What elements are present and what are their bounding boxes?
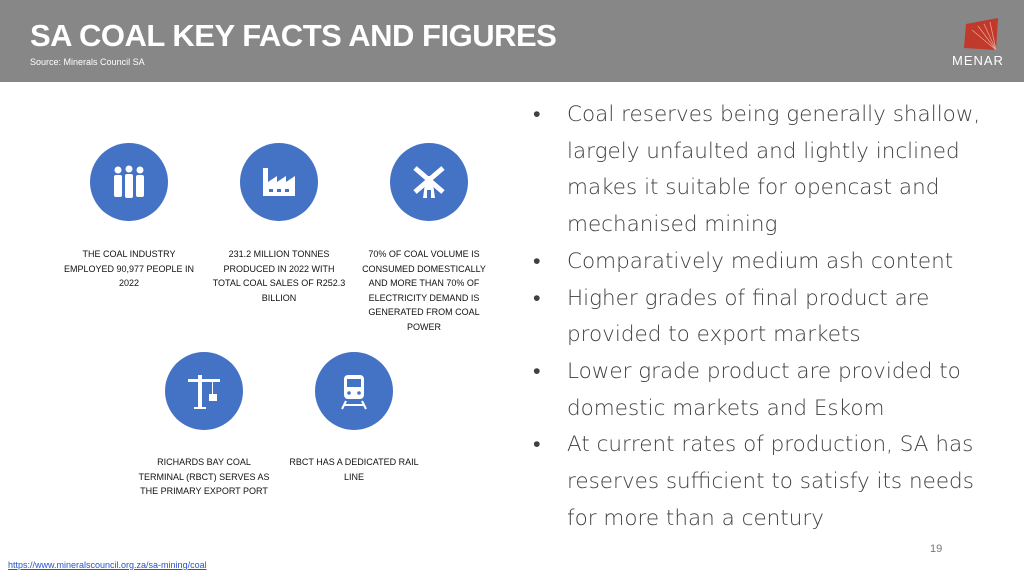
windmill-icon	[390, 143, 468, 221]
source-line: Source: Minerals Council SA	[30, 57, 145, 67]
logo-text: MENAR	[952, 53, 1004, 68]
page-number: 19	[930, 543, 943, 555]
menar-logo-icon	[964, 18, 998, 51]
crane-icon	[165, 352, 243, 430]
header-bar: SA COAL KEY FACTS AND FIGURES Source: Mi…	[0, 0, 1024, 82]
people-icon	[90, 143, 168, 221]
source-label: Source:	[30, 57, 62, 67]
bullet-list: Coal reserves being generally shallow, l…	[533, 97, 1003, 537]
page-title: SA COAL KEY FACTS AND FIGURES	[30, 18, 557, 53]
factory-icon	[240, 143, 318, 221]
source-value: Minerals Council SA	[63, 57, 145, 67]
source-link[interactable]: https://www.mineralscouncil.org.za/sa-mi…	[8, 560, 207, 570]
fact-rail: RBCT HAS A DEDICATED RAIL LINE	[289, 457, 419, 482]
fact-rbct: RICHARDS BAY COAL TERMINAL (RBCT) SERVES…	[138, 457, 270, 496]
fact-production: 231.2 MILLION TONNES PRODUCED IN 2022 WI…	[212, 249, 346, 303]
fact-employment: THE COAL INDUSTRY EMPLOYED 90,977 PEOPLE…	[63, 249, 195, 288]
bullet-item: Comparatively medium ash content	[533, 244, 1003, 281]
bullet-item: Higher grades of final product are provi…	[533, 281, 1003, 354]
train-icon	[315, 352, 393, 430]
bullet-item: Coal reserves being generally shallow, l…	[533, 97, 1003, 244]
bullet-item: Lower grade product are provided to dome…	[533, 354, 1003, 427]
bullet-item: At current rates of production, SA has r…	[533, 427, 1003, 537]
fact-consumption: 70% OF COAL VOLUME IS CONSUMED DOMESTICA…	[362, 249, 486, 332]
